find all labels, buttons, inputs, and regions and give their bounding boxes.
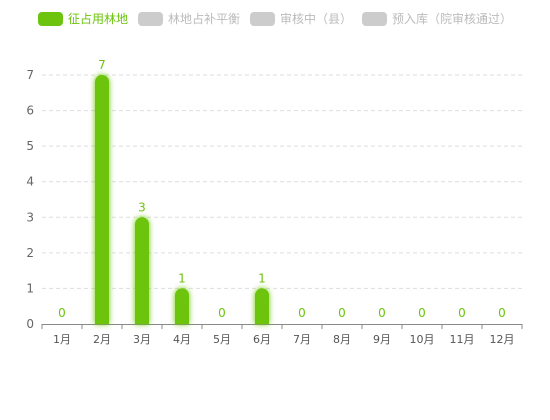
legend-label: 林地占补平衡 [168, 12, 241, 26]
legend-swatch [38, 12, 63, 26]
y-tick-label: 5 [26, 139, 34, 153]
x-tick-label: 3月 [133, 333, 151, 346]
y-tick-label: 0 [26, 317, 34, 331]
data-label: 0 [338, 306, 346, 320]
x-tick-label: 12月 [490, 333, 515, 346]
legend-swatch [138, 12, 164, 26]
y-tick-label: 2 [26, 246, 34, 260]
x-tick-label: 8月 [333, 333, 351, 346]
x-tick-label: 9月 [373, 333, 391, 346]
x-tick-label: 7月 [293, 333, 311, 346]
x-tick-label: 4月 [173, 333, 191, 346]
data-label: 1 [178, 271, 186, 285]
y-tick-label: 3 [26, 210, 34, 224]
x-tick-label: 2月 [93, 333, 111, 346]
x-tick-label: 11月 [450, 333, 475, 346]
bar-3月[interactable] [135, 217, 149, 324]
bar-4月[interactable] [175, 288, 189, 324]
bar-2月[interactable] [95, 75, 109, 324]
data-label: 7 [98, 58, 106, 72]
legend-label: 征占用林地 [68, 12, 129, 26]
x-tick-label: 5月 [213, 333, 231, 346]
y-tick-label: 1 [26, 281, 34, 295]
x-tick-label: 6月 [253, 333, 271, 346]
legend-label: 预入库（院审核通过） [392, 12, 513, 26]
x-tick-label: 10月 [410, 333, 435, 346]
legend-swatch [250, 12, 276, 26]
data-label: 0 [298, 306, 306, 320]
data-label: 0 [458, 306, 466, 320]
data-label: 3 [138, 200, 146, 214]
legend-swatch [362, 12, 388, 26]
y-tick-label: 6 [26, 104, 34, 118]
legend-item-3[interactable]: 预入库（院审核通过） [362, 12, 512, 26]
bar-6月[interactable] [255, 288, 269, 324]
data-label: 0 [378, 306, 386, 320]
legend-item-2[interactable]: 审核中（县） [250, 12, 352, 26]
data-label: 0 [418, 306, 426, 320]
data-label: 0 [58, 306, 66, 320]
data-label: 0 [498, 306, 506, 320]
data-label: 1 [258, 271, 266, 285]
legend-item-1[interactable]: 林地占补平衡 [138, 12, 240, 26]
legend-label: 审核中（县） [280, 12, 353, 26]
y-tick-label: 4 [26, 175, 34, 189]
data-label: 0 [218, 306, 226, 320]
y-tick-label: 7 [26, 68, 34, 82]
x-tick-label: 1月 [53, 333, 71, 346]
chart-legend: 征占用林地 林地占补平衡 审核中（县） 预入库（院审核通过） [38, 12, 512, 26]
legend-item-0[interactable]: 征占用林地 [38, 12, 128, 26]
